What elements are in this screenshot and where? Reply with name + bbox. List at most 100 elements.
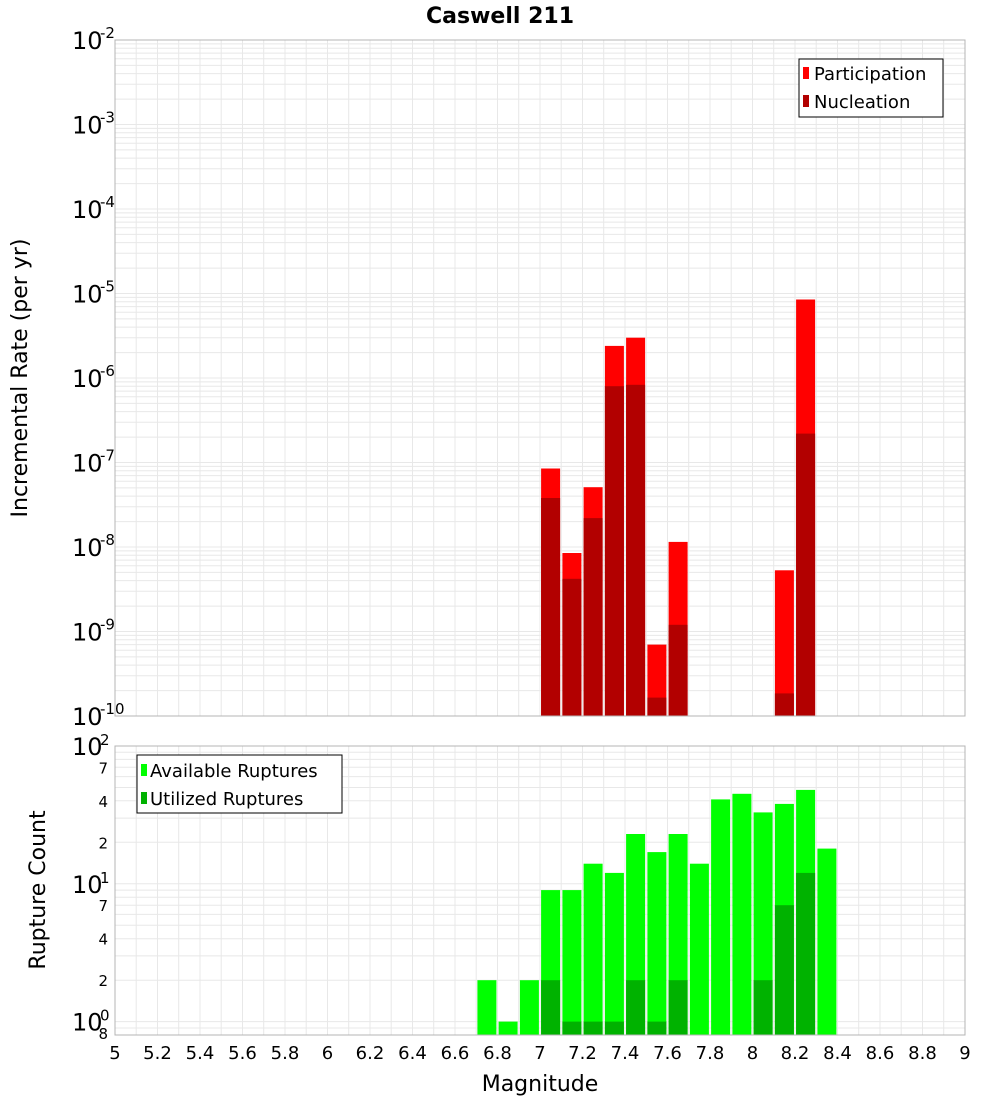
x-tick-label: 5.8	[271, 1043, 300, 1064]
nucleation-bar	[583, 518, 603, 716]
x-tick-label: 7.6	[653, 1043, 682, 1064]
x-tick-label: 8.8	[908, 1043, 937, 1064]
rupture-plot-y-axis-label: Rupture Count	[26, 810, 51, 970]
legend-label-participation: Participation	[814, 64, 926, 85]
available-ruptures-bar	[477, 980, 497, 1035]
nucleation-bar	[668, 624, 688, 716]
available-ruptures-bar	[562, 890, 582, 1035]
y-tick-label: 10	[72, 365, 103, 393]
x-tick-label: 6.6	[441, 1043, 470, 1064]
x-tick-label: 7.8	[696, 1043, 725, 1064]
available-ruptures-bar	[604, 872, 624, 1035]
rate-plot-grid	[115, 40, 966, 717]
x-tick-label: 7.4	[611, 1043, 640, 1064]
utilized-ruptures-bar	[668, 980, 688, 1035]
x-axis-ticks: 5 5.2 5.4 5.6 5.8 6 6.2 6.4 6.6 6.8 7 7.2 7.4 7.6 7.8 8…	[109, 1043, 970, 1064]
y-tick-exponent: 2	[100, 731, 110, 749]
x-tick-label: 8	[747, 1043, 758, 1064]
x-tick-label: 5.4	[186, 1043, 215, 1064]
y-tick-label: 10	[72, 534, 103, 562]
available-ruptures-bar	[732, 793, 752, 1035]
y-tick-label: 10	[72, 281, 103, 309]
y-tick-exponent: -8	[100, 531, 115, 549]
nucleation-bar	[562, 578, 582, 716]
legend-swatch-nucleation	[803, 95, 809, 107]
y-tick-exponent: -4	[100, 193, 115, 211]
y-tick-exponent: -7	[100, 447, 115, 465]
y-tick-exponent: 1	[100, 869, 110, 887]
x-tick-label: 5.2	[143, 1043, 172, 1064]
utilized-ruptures-bar	[604, 1021, 624, 1035]
chart-title: Caswell 211	[426, 4, 574, 29]
x-tick-label: 8.4	[823, 1043, 852, 1064]
legend-swatch-available	[141, 764, 147, 776]
x-tick-label: 8.6	[866, 1043, 895, 1064]
rate-plot-bars	[541, 299, 816, 716]
x-tick-label: 6.2	[356, 1043, 385, 1064]
y-tick-exponent: -3	[100, 109, 115, 127]
rate-plot-y-axis-label: Incremental Rate (per yr)	[8, 239, 33, 518]
x-tick-label: 7	[534, 1043, 545, 1064]
y-tick-label: 10	[72, 27, 103, 55]
x-tick-label: 5.6	[228, 1043, 257, 1064]
x-tick-label: 6.8	[483, 1043, 512, 1064]
y-tick-label: 10	[72, 112, 103, 140]
x-axis-label: Magnitude	[482, 1072, 599, 1097]
y-tick-label: 10	[72, 196, 103, 224]
y-tick-label: 10	[72, 703, 103, 731]
y-minor-tick-label: 2	[98, 972, 108, 990]
available-ruptures-bar	[583, 863, 603, 1035]
y-tick-label: 10	[72, 1009, 103, 1037]
x-tick-label: 7.2	[568, 1043, 597, 1064]
rupture-plot-legend: Available Ruptures Utilized Ruptures	[136, 754, 343, 814]
utilized-ruptures-bar	[583, 1021, 603, 1035]
nucleation-bar	[796, 433, 816, 716]
nucleation-bar	[774, 693, 794, 716]
rupture-plot-legend-box	[136, 754, 343, 814]
nucleation-bar	[626, 384, 646, 716]
utilized-ruptures-bar	[626, 980, 646, 1035]
y-tick-label: 10	[72, 450, 103, 478]
y-tick-exponent: -6	[100, 362, 115, 380]
y-minor-tick-label: 2	[98, 834, 108, 852]
available-ruptures-bar	[647, 852, 667, 1035]
legend-label-nucleation: Nucleation	[814, 92, 910, 113]
y-minor-tick-label: 4	[98, 931, 108, 949]
available-ruptures-bar	[689, 863, 709, 1035]
legend-swatch-participation	[803, 67, 809, 79]
x-tick-label: 9	[959, 1043, 970, 1064]
available-ruptures-bar	[519, 980, 539, 1035]
x-tick-label: 6	[322, 1043, 333, 1064]
available-ruptures-bar	[817, 848, 837, 1035]
y-tick-label: 10	[72, 733, 103, 761]
y-tick-exponent: -9	[100, 616, 115, 634]
nucleation-bar	[604, 386, 624, 716]
y-tick-exponent: -10	[100, 700, 125, 718]
x-tick-label: 6.4	[398, 1043, 427, 1064]
available-ruptures-bar	[498, 1021, 518, 1035]
rate-plot-panel: 10-210-310-410-510-610-710-810-910-10 In…	[8, 24, 966, 731]
y-minor-tick-label: 7	[98, 759, 108, 777]
nucleation-bar	[541, 498, 561, 716]
y-tick-exponent: -2	[100, 24, 115, 42]
utilized-ruptures-bar	[753, 980, 773, 1035]
utilized-ruptures-bar	[541, 980, 561, 1035]
y-tick-label: 10	[72, 619, 103, 647]
participation-bar	[774, 570, 794, 716]
nucleation-bar	[647, 697, 667, 716]
rate-plot-legend: Participation Nucleation	[798, 58, 944, 118]
rupture-plot-bars	[477, 789, 837, 1035]
rate-plot-frame	[114, 39, 966, 717]
y-tick-exponent: 0	[100, 1007, 110, 1025]
y-tick-label: 10	[72, 871, 103, 899]
y-minor-tick-label: 4	[98, 793, 108, 811]
available-ruptures-bar	[711, 799, 731, 1035]
utilized-ruptures-bar	[647, 1021, 667, 1035]
legend-label-utilized: Utilized Ruptures	[150, 789, 303, 810]
utilized-ruptures-bar	[774, 905, 794, 1035]
legend-label-available: Available Ruptures	[150, 761, 318, 782]
legend-swatch-utilized	[141, 792, 147, 804]
x-tick-label: 5	[109, 1043, 120, 1064]
